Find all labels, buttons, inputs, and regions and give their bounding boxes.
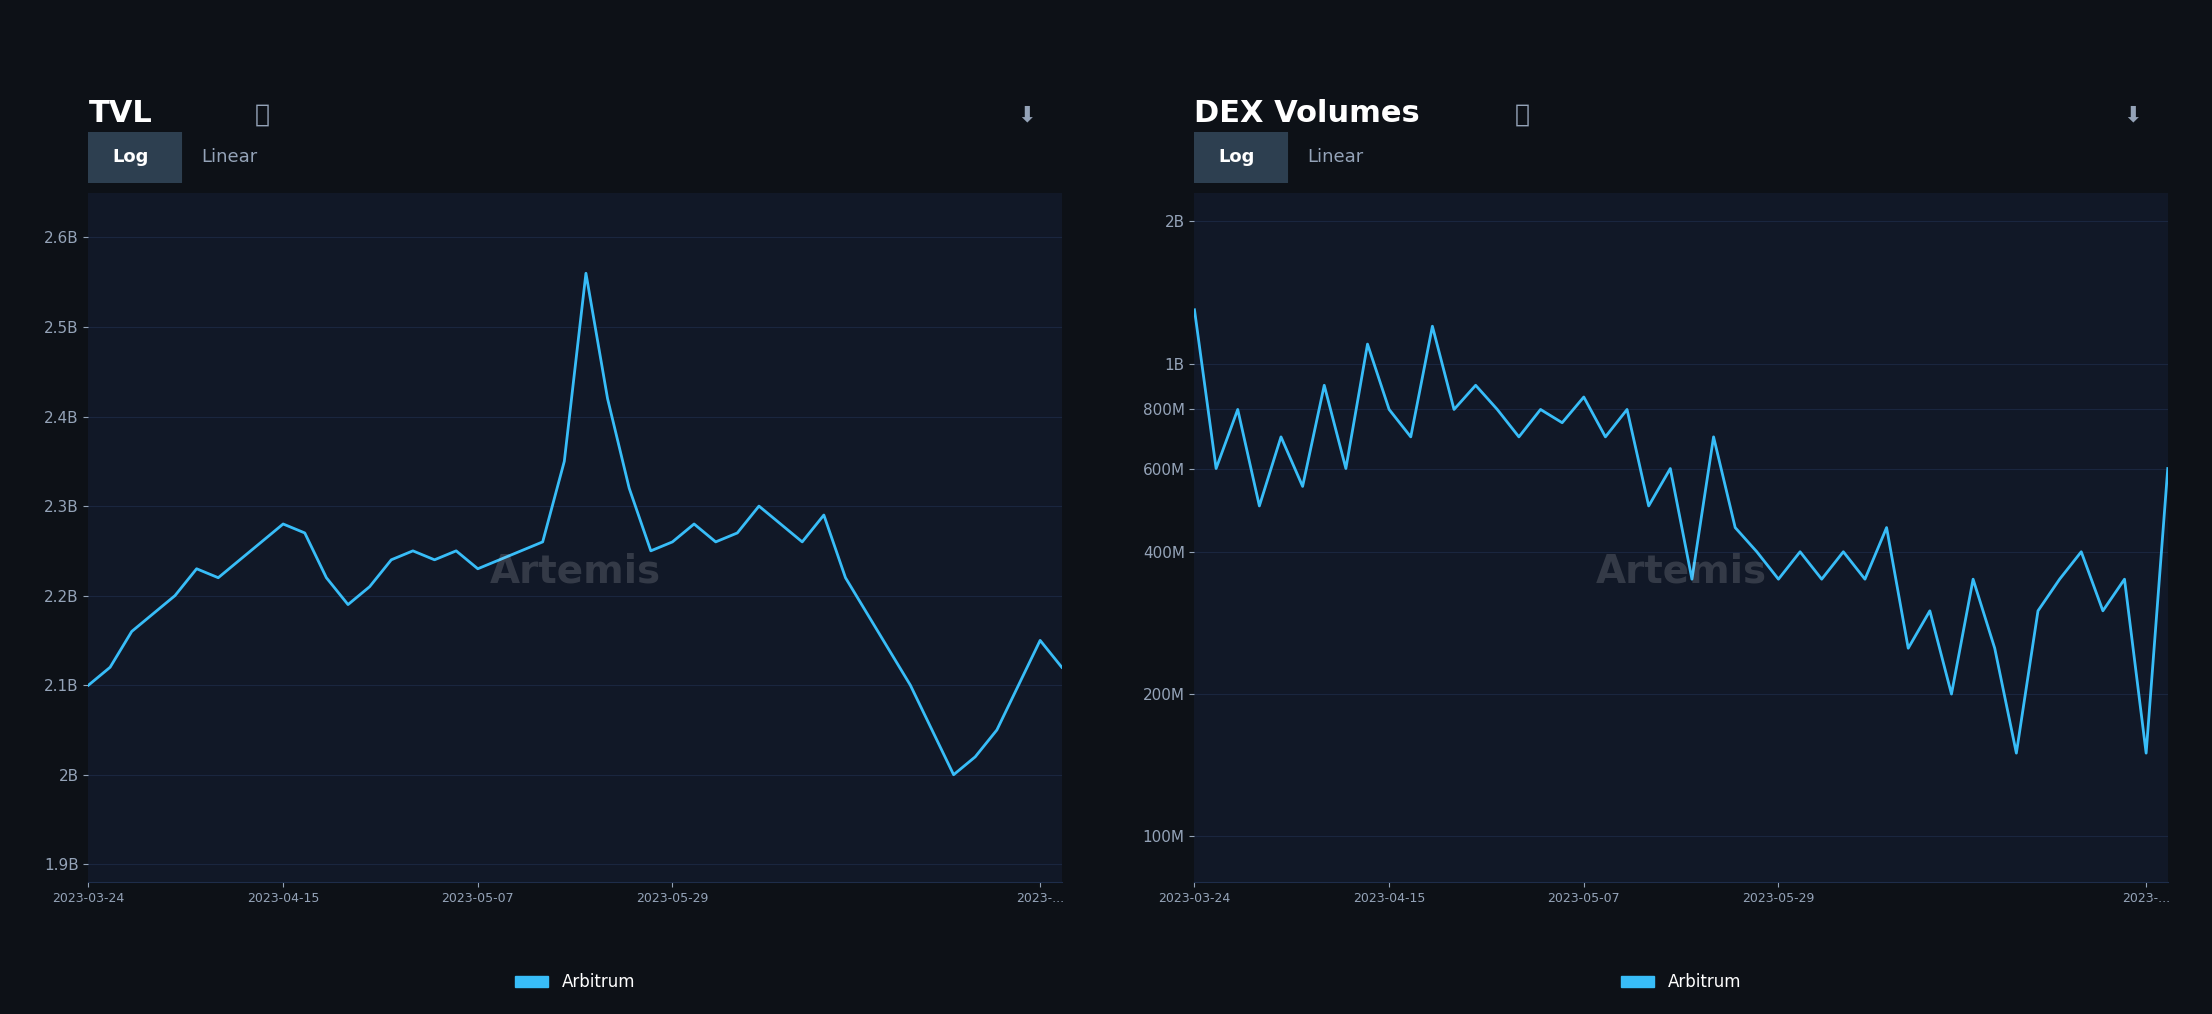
FancyBboxPatch shape xyxy=(80,130,181,185)
Text: Log: Log xyxy=(1219,148,1254,166)
Text: ⓘ: ⓘ xyxy=(254,102,270,127)
Text: ⓘ: ⓘ xyxy=(1515,102,1531,127)
Text: DEX Volumes: DEX Volumes xyxy=(1194,98,1420,128)
Text: Linear: Linear xyxy=(1307,148,1365,166)
Text: ⬇: ⬇ xyxy=(2124,105,2141,126)
FancyBboxPatch shape xyxy=(1186,130,1287,185)
Text: ⬇: ⬇ xyxy=(1018,105,1035,126)
Text: Linear: Linear xyxy=(201,148,259,166)
Text: Artemis: Artemis xyxy=(1595,553,1767,591)
Legend: Arbitrum: Arbitrum xyxy=(1615,966,1747,998)
Text: TVL: TVL xyxy=(88,98,153,128)
Legend: Arbitrum: Arbitrum xyxy=(509,966,641,998)
Text: Log: Log xyxy=(113,148,148,166)
Text: Artemis: Artemis xyxy=(489,553,661,591)
